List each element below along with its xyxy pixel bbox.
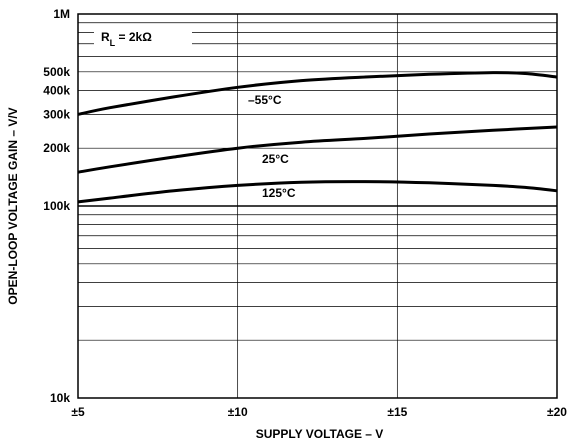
grid-lines	[78, 14, 557, 398]
y-tick-label: 300k	[43, 107, 70, 121]
y-axis-label: OPEN-LOOP VOLTAGE GAIN – V/V	[6, 107, 20, 304]
condition-suffix: = 2kΩ	[115, 30, 152, 44]
series-line-0	[77, 71, 558, 116]
series-line-1	[77, 125, 558, 174]
series-labels: –55°C 25°C 125°C	[248, 93, 296, 200]
series-label-25: 25°C	[262, 152, 289, 166]
plot-frame	[77, 13, 558, 399]
x-axis-label: SUPPLY VOLTAGE – V	[256, 427, 384, 441]
y-tick-label: 1M	[53, 7, 70, 21]
condition-label: RL = 2kΩ	[101, 30, 152, 48]
condition-label-background	[94, 28, 192, 46]
y-tick-label: 10k	[50, 391, 70, 405]
y-tick-label: 100k	[43, 199, 70, 213]
x-tick-label: ±5	[71, 405, 85, 419]
x-tick-label: ±10	[228, 405, 248, 419]
condition-prefix: R	[101, 30, 110, 44]
y-tick-label: 400k	[43, 83, 70, 97]
x-tick-label: ±20	[547, 405, 567, 419]
series-line-2	[77, 180, 558, 204]
y-tick-label: 500k	[43, 65, 70, 79]
condition-subscript: L	[110, 38, 116, 48]
x-tick-label: ±15	[387, 405, 407, 419]
series-label-minus55: –55°C	[248, 93, 282, 107]
y-tick-labels: 10k 100k 200k 300k 400k 500k 1M	[43, 7, 70, 405]
series-label-125: 125°C	[262, 186, 296, 200]
x-tick-labels: ±5 ±10 ±15 ±20	[71, 405, 567, 419]
series-layer	[77, 71, 558, 204]
y-tick-label: 200k	[43, 141, 70, 155]
